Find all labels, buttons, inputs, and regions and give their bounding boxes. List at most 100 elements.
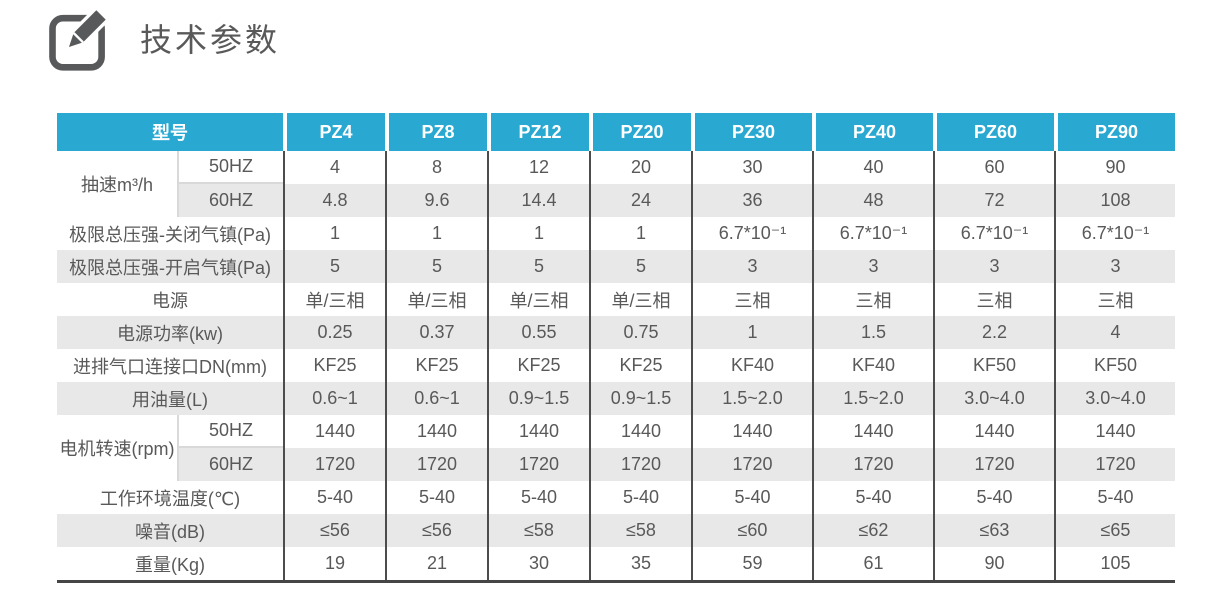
- value-cell: 48: [812, 184, 933, 217]
- value-cell: 1720: [283, 448, 385, 481]
- value-cell: 36: [691, 184, 812, 217]
- value-cell: 0.9~1.5: [589, 382, 691, 415]
- value-cell: 单/三相: [487, 283, 589, 316]
- row-label: 进排气口连接口DN(mm): [73, 356, 267, 377]
- row-label: 噪音(dB): [57, 514, 283, 547]
- value-cell: 1440: [812, 415, 933, 448]
- row-label: 用油量(L): [57, 382, 283, 415]
- value-cell: 1440: [385, 415, 487, 448]
- value-cell: ≤58: [487, 514, 589, 547]
- value-cell: 0.6~1: [385, 382, 487, 415]
- row-label: 极限总压强-关闭气镇(Pa): [69, 224, 271, 245]
- value-cell: ≤58: [589, 514, 691, 547]
- value-cell: 单/三相: [385, 283, 487, 316]
- value-cell: 1440: [1054, 415, 1175, 448]
- value-cell: 5: [283, 250, 385, 283]
- value-cell: 1720: [812, 448, 933, 481]
- value-cell: 1720: [933, 448, 1054, 481]
- value-cell: 0.9~1.5: [487, 382, 589, 415]
- value-cell: 5-40: [589, 481, 691, 514]
- value-cell: 8: [385, 151, 487, 184]
- row-group-label: 抽速m³/h: [57, 151, 179, 217]
- value-cell: 3: [812, 250, 933, 283]
- value-cell: 1: [487, 217, 589, 250]
- value-cell: 30: [691, 151, 812, 184]
- value-cell: 3.0~4.0: [933, 382, 1054, 415]
- row-sub-label: 60HZ: [179, 448, 283, 481]
- value-cell: KF25: [487, 349, 589, 382]
- value-cell: 0.75: [589, 316, 691, 349]
- value-cell: 三相: [691, 283, 812, 316]
- value-cell: 3: [933, 250, 1054, 283]
- row-sub-label: 50HZ: [179, 415, 283, 448]
- value-cell: 1720: [691, 448, 812, 481]
- value-cell: KF40: [812, 349, 933, 382]
- value-cell: 单/三相: [283, 283, 385, 316]
- value-cell: 108: [1054, 184, 1175, 217]
- value-cell: 20: [589, 151, 691, 184]
- value-cell: 5-40: [283, 481, 385, 514]
- model-header-cell: PZ30: [691, 113, 812, 151]
- value-cell: 1: [283, 217, 385, 250]
- value-cell: 14.4: [487, 184, 589, 217]
- value-cell: 30: [487, 547, 589, 580]
- value-cell: 1: [589, 217, 691, 250]
- value-cell: ≤56: [283, 514, 385, 547]
- value-cell: 5-40: [487, 481, 589, 514]
- page-header: 技术参数: [44, 4, 280, 72]
- value-cell: 6.7*10⁻¹: [812, 217, 933, 250]
- value-cell: KF50: [933, 349, 1054, 382]
- spec-table: 型号 PZ4 PZ8 PZ12 PZ20 PZ30 PZ40 PZ60 PZ90 抽速m³/h 50…: [57, 113, 1175, 583]
- value-cell: 21: [385, 547, 487, 580]
- model-column-header: 型号: [57, 113, 283, 151]
- row-sub-label: 50HZ: [179, 151, 283, 184]
- value-cell: 三相: [812, 283, 933, 316]
- value-cell: 1720: [385, 448, 487, 481]
- value-cell: 19: [283, 547, 385, 580]
- value-cell: 6.7*10⁻¹: [933, 217, 1054, 250]
- value-cell: KF25: [385, 349, 487, 382]
- value-cell: 三相: [1054, 283, 1175, 316]
- value-cell: 1720: [589, 448, 691, 481]
- value-cell: 9.6: [385, 184, 487, 217]
- value-cell: 6.7*10⁻¹: [1054, 217, 1175, 250]
- value-cell: 35: [589, 547, 691, 580]
- row-label: 重量(Kg): [134, 554, 205, 575]
- row-label: 电源功率(kw): [57, 316, 283, 349]
- value-cell: ≤56: [385, 514, 487, 547]
- value-cell: KF25: [283, 349, 385, 382]
- value-cell: 0.6~1: [283, 382, 385, 415]
- value-cell: 59: [691, 547, 812, 580]
- value-cell: 90: [1054, 151, 1175, 184]
- value-cell: KF25: [589, 349, 691, 382]
- value-cell: 5-40: [1054, 481, 1175, 514]
- value-cell: 4: [1054, 316, 1175, 349]
- value-cell: 3: [691, 250, 812, 283]
- value-cell: 0.55: [487, 316, 589, 349]
- row-label: 工作环境温度(℃): [99, 488, 241, 509]
- value-cell: ≤60: [691, 514, 812, 547]
- value-cell: 2.2: [933, 316, 1054, 349]
- value-cell: ≤65: [1054, 514, 1175, 547]
- value-cell: 3: [1054, 250, 1175, 283]
- value-cell: 1.5: [812, 316, 933, 349]
- value-cell: 72: [933, 184, 1054, 217]
- value-cell: 1440: [487, 415, 589, 448]
- value-cell: 3.0~4.0: [1054, 382, 1175, 415]
- model-header-cell: PZ4: [283, 113, 385, 151]
- value-cell: 5-40: [385, 481, 487, 514]
- page-title: 技术参数: [140, 22, 281, 58]
- value-cell: 6.7*10⁻¹: [691, 217, 812, 250]
- value-cell: 5-40: [691, 481, 812, 514]
- edit-pencil-icon: [44, 4, 112, 72]
- value-cell: 105: [1054, 547, 1175, 580]
- model-header-cell: PZ12: [487, 113, 589, 151]
- model-header-cell: PZ40: [812, 113, 933, 151]
- row-sub-label: 60HZ: [179, 184, 283, 217]
- value-cell: ≤63: [933, 514, 1054, 547]
- value-cell: 90: [933, 547, 1054, 580]
- value-cell: 1440: [589, 415, 691, 448]
- value-cell: 1.5~2.0: [812, 382, 933, 415]
- value-cell: 12: [487, 151, 589, 184]
- model-header-cell: PZ20: [589, 113, 691, 151]
